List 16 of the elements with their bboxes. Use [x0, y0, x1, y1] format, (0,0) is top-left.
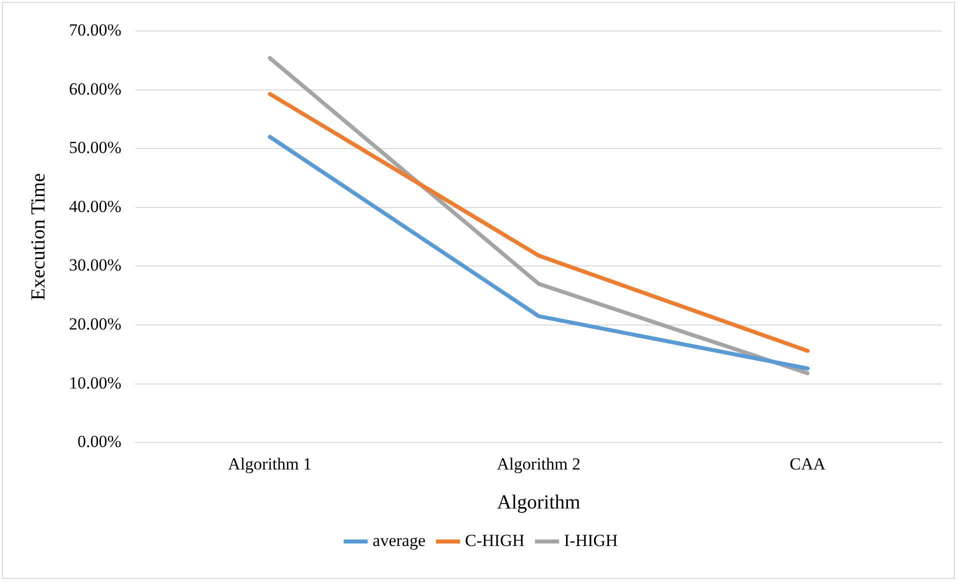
y-tick-label: 40.00%	[68, 196, 122, 216]
y-tick-label: 30.00%	[68, 256, 122, 275]
x-tick-label: Algorithm 2	[496, 454, 580, 474]
x-tick-label: Algorithm 1	[228, 454, 312, 474]
y-tick-label: 70.00%	[68, 20, 122, 40]
y-tick-label: 50.00%	[68, 138, 122, 158]
legend-label: average	[372, 530, 426, 550]
y-tick-label: 10.00%	[68, 373, 122, 392]
y-axis-title: Execution Time	[27, 173, 50, 300]
y-tick-label: 0.00%	[77, 432, 122, 452]
legend-label: I-HIGH	[564, 530, 618, 550]
x-tick-label: CAA	[790, 454, 826, 474]
legend-label: C-HIGH	[465, 530, 525, 550]
y-tick-label: 20.00%	[68, 314, 122, 334]
y-tick-label: 60.00%	[68, 79, 122, 98]
x-axis-title: Algorithm	[497, 491, 581, 514]
